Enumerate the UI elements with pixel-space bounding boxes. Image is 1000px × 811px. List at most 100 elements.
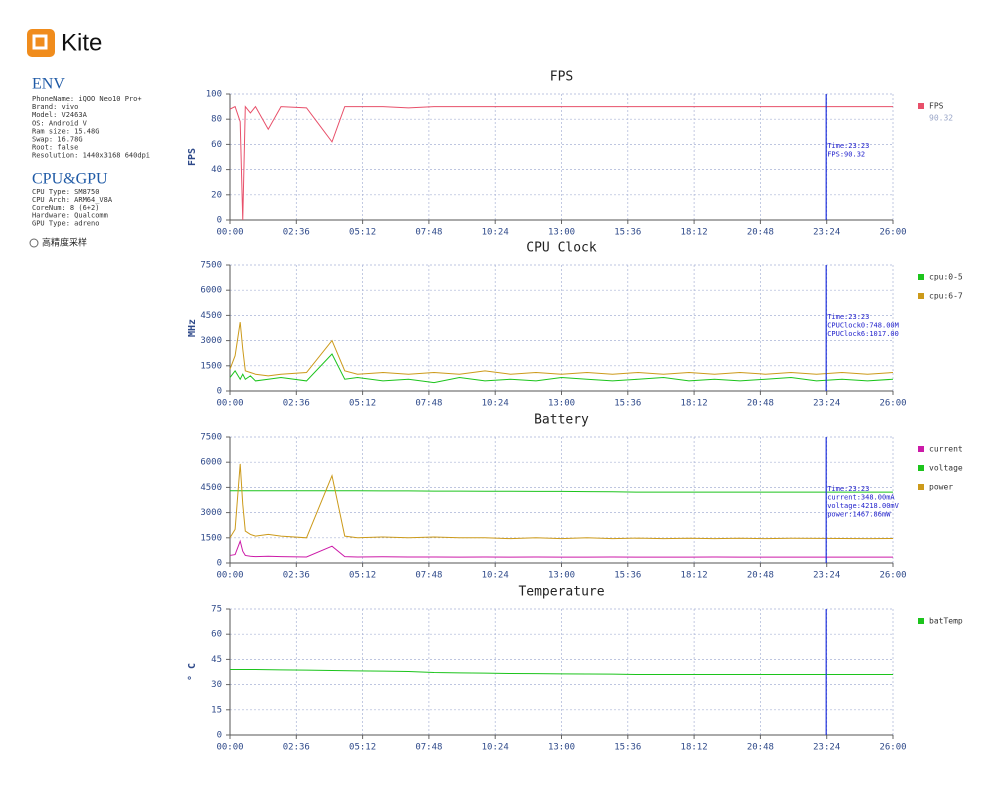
x-tick-label: 02:36 (283, 399, 310, 409)
series-line (229, 463, 894, 540)
chart: CPU Clock MHz 0 1500 3000 4500 6000 7500 00:00 02… (187, 241, 963, 409)
y-tick-label: 0 (217, 216, 222, 226)
y-tick-label: 0 (217, 731, 222, 741)
legend-swatch (918, 293, 924, 299)
y-tick-label: 4500 (200, 483, 222, 493)
y-tick-label: 20 (211, 190, 222, 200)
cursor-tooltip: power:1467.86mW (827, 511, 891, 519)
x-tick-label: 20:48 (747, 228, 774, 238)
series-line (230, 490, 893, 493)
x-tick-label: 00:00 (216, 743, 243, 753)
x-tick-label: 07:48 (415, 399, 442, 409)
y-tick-label: 30 (211, 680, 222, 690)
chart-title: Temperature (518, 585, 604, 600)
x-tick-label: 23:24 (813, 399, 840, 409)
x-tick-label: 26:00 (879, 228, 906, 238)
radio[interactable] (29, 238, 39, 248)
x-tick-label: 00:00 (216, 228, 243, 238)
x-tick-label: 13:00 (548, 228, 575, 238)
env-line: Swap: 16.78G (32, 136, 83, 144)
cursor-tooltip: Time:23:23 (827, 485, 869, 493)
x-tick-label: 18:12 (681, 743, 708, 753)
legend-swatch (918, 618, 924, 624)
legend-swatch (918, 103, 924, 109)
chart: FPS FPS 0 20 40 60 80 100 00:00 02:36 05:12 07:48 10… (187, 70, 953, 238)
legend-label: power (929, 483, 953, 492)
x-tick-label: 00:00 (216, 399, 243, 409)
series-line (229, 539, 893, 558)
x-tick-label: 26:00 (879, 743, 906, 753)
x-tick-label: 07:48 (415, 228, 442, 238)
x-tick-label: 15:36 (614, 571, 641, 581)
cpu-gpu-line: CoreNum: 8 (6+2) (32, 204, 99, 212)
logo: Kite (27, 29, 102, 57)
x-tick-label: 23:24 (813, 743, 840, 753)
env-line: PhoneName: iQOO Neo10 Pro+ (32, 95, 142, 103)
x-tick-label: 26:00 (879, 571, 906, 581)
legend-label: cpu:0-5 (929, 273, 963, 282)
cursor-tooltip: CPUClock0:748.00M (827, 322, 899, 330)
x-tick-label: 18:12 (681, 228, 708, 238)
x-tick-label: 13:00 (548, 571, 575, 581)
x-tick-label: 10:24 (482, 571, 509, 581)
x-tick-label: 05:12 (349, 399, 376, 409)
y-tick-label: 45 (211, 655, 222, 665)
x-tick-label: 07:48 (415, 743, 442, 753)
env-line: Model: V2463A (32, 111, 88, 119)
series-line (230, 668, 893, 676)
y-tick-label: 4500 (200, 311, 222, 321)
x-tick-label: 20:48 (747, 399, 774, 409)
y-tick-label: 1500 (200, 361, 222, 371)
logo-icon (27, 29, 55, 57)
y-tick-label: 60 (211, 630, 222, 640)
y-tick-label: 7500 (200, 261, 222, 271)
y-axis-label: MHz (187, 319, 198, 337)
radio-label[interactable]: 高精度采样 (42, 237, 87, 249)
x-tick-label: 00:00 (216, 571, 243, 581)
chart-title: CPU Clock (526, 241, 597, 256)
y-tick-label: 6000 (200, 286, 222, 296)
y-axis-label: ° C (187, 663, 198, 681)
y-tick-label: 6000 (200, 458, 222, 468)
cursor-tooltip: CPUClock6:1017.00 (827, 330, 899, 338)
legend-label: batTemp (929, 617, 963, 626)
x-tick-label: 23:24 (813, 571, 840, 581)
cpu-gpu-line: GPU Type: adreno (32, 220, 99, 228)
y-tick-label: 60 (211, 140, 222, 150)
y-tick-label: 100 (206, 90, 222, 100)
x-tick-label: 02:36 (283, 228, 310, 238)
env-line: Resolution: 1440x3168 640dpi (32, 152, 150, 160)
legend-label: voltage (929, 464, 963, 473)
y-tick-label: 3000 (200, 508, 222, 518)
y-tick-label: 1500 (200, 533, 222, 543)
env-line: OS: Android V (32, 119, 88, 127)
cpu-gpu-line: CPU Arch: ARM64_V8A (32, 196, 113, 204)
cursor-tooltip: Time:23:23 (827, 313, 869, 321)
legend-swatch (918, 446, 924, 452)
y-tick-label: 80 (211, 115, 222, 125)
y-tick-label: 3000 (200, 336, 222, 346)
legend-value: 90.32 (929, 114, 953, 123)
x-tick-label: 13:00 (548, 399, 575, 409)
series-line (229, 353, 894, 384)
x-tick-label: 18:12 (681, 399, 708, 409)
y-tick-label: 0 (217, 387, 222, 397)
logo-icon-inner (32, 34, 48, 50)
env-line: Ram size: 15.48G (32, 127, 99, 135)
x-tick-label: 02:36 (283, 743, 310, 753)
y-axis-label: FPS (187, 148, 198, 166)
x-tick-label: 05:12 (349, 228, 376, 238)
legend-label: FPS (929, 102, 944, 111)
logo-text: Kite (61, 29, 102, 56)
cursor-tooltip: voltage:4218.00mV (827, 502, 899, 510)
env-line: Brand: vivo (32, 103, 78, 111)
chart: Temperature ° C 0 15 30 45 60 75 00:00 02:36 05:12… (187, 585, 963, 753)
series-line (229, 322, 894, 377)
x-tick-label: 07:48 (415, 571, 442, 581)
chart: Battery 0 1500 3000 4500 6000 7500 00:00 02:36 05… (200, 413, 963, 581)
cursor-tooltip: FPS:90.32 (827, 151, 865, 159)
x-tick-label: 15:36 (614, 228, 641, 238)
x-tick-label: 15:36 (614, 399, 641, 409)
legend-swatch (918, 465, 924, 471)
